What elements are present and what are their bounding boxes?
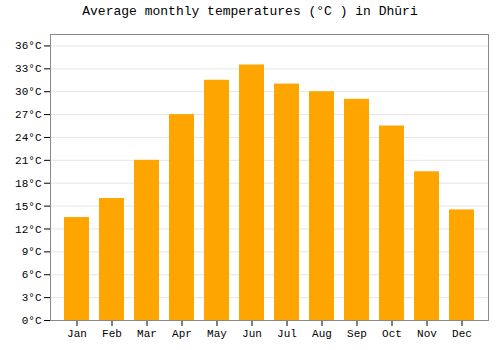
svg-text:36°C: 36°C [15, 40, 42, 52]
svg-text:3°C: 3°C [22, 292, 42, 304]
svg-text:30°C: 30°C [15, 86, 42, 98]
svg-text:24°C: 24°C [15, 132, 42, 144]
svg-text:0°C: 0°C [22, 315, 42, 327]
svg-text:Mar: Mar [137, 328, 157, 340]
svg-text:Jul: Jul [277, 328, 297, 340]
svg-text:6°C: 6°C [22, 269, 42, 281]
svg-text:Jan: Jan [67, 328, 87, 340]
svg-text:27°C: 27°C [15, 109, 42, 121]
svg-text:May: May [207, 328, 227, 340]
svg-text:18°C: 18°C [15, 178, 42, 190]
svg-text:Apr: Apr [172, 328, 192, 340]
html-text:Average monthly temperatures (: Average monthly temperatures (°C ) in Dh… [82, 4, 418, 19]
svg-text:21°C: 21°C [15, 155, 42, 167]
svg-text:33°C: 33°C [15, 63, 42, 75]
svg-text:Feb: Feb [102, 328, 122, 340]
svg-text:Jun: Jun [242, 328, 262, 340]
svg-text:15°C: 15°C [15, 201, 42, 213]
svg-text:Dec: Dec [452, 328, 472, 340]
svg-text:Sep: Sep [347, 328, 367, 340]
svg-text:12°C: 12°C [15, 224, 42, 236]
svg-text:9°C: 9°C [22, 246, 42, 258]
svg-text:Aug: Aug [312, 328, 332, 340]
svg-text:Oct: Oct [382, 328, 402, 340]
svg-text:Nov: Nov [417, 328, 437, 340]
